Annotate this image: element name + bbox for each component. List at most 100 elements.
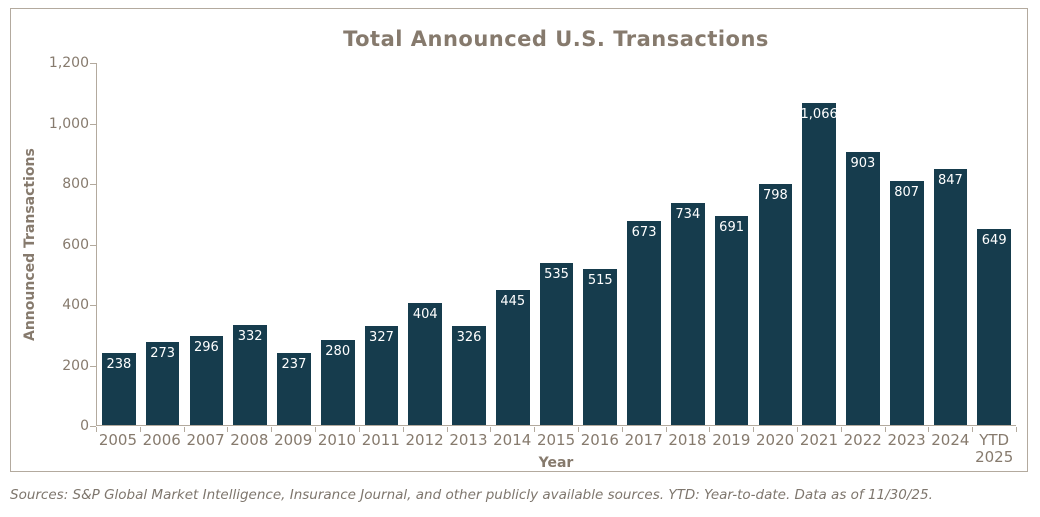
x-tick-label: 2022: [843, 431, 882, 449]
x-tick-label: 2018: [668, 431, 707, 449]
y-tick-label: 800: [62, 176, 89, 192]
x-tick-mark: [709, 427, 711, 432]
bar-value-label: 691: [719, 220, 745, 235]
x-tick-label: 2006: [142, 431, 181, 449]
x-tick-label: 2017: [624, 431, 663, 449]
bar: 649: [977, 228, 1012, 425]
bar: 237: [277, 353, 311, 425]
x-tick-label: 2014: [493, 431, 532, 449]
bar-value-label: 445: [500, 294, 526, 310]
bar: 903: [846, 151, 880, 425]
source-note: Sources: S&P Global Market Intelligence,…: [10, 487, 933, 503]
bar-column: 847: [929, 63, 973, 425]
x-tick-label: 2005: [98, 431, 137, 449]
x-tick-mark: [534, 427, 536, 432]
y-tick-mark: [90, 184, 96, 185]
bar-value-label: 807: [894, 184, 920, 200]
x-tick-mark: [928, 427, 930, 432]
x-tick-mark: [315, 427, 316, 432]
x-axis-labels: 2005 2006 2007 2008 2009 2010 2011 2012 2013 2014…: [96, 432, 1016, 466]
x-tick-mark: [96, 427, 97, 432]
y-tick-mark: [90, 123, 96, 125]
bar-column: 238: [97, 63, 141, 425]
bar-value-label: 404: [412, 306, 438, 322]
bar-value-label: 296: [193, 339, 219, 355]
bar: 807: [889, 180, 924, 425]
chart-frame: Total Announced U.S. Transactions Announ…: [10, 8, 1028, 472]
x-tick-mark: [753, 427, 755, 432]
bar: 798: [758, 183, 793, 425]
bar-column: 273: [141, 63, 185, 425]
bar-column: 327: [360, 63, 404, 425]
y-tick-label: 0: [80, 418, 89, 434]
y-tick-mark: [90, 426, 96, 427]
x-tick-mark: [621, 427, 623, 432]
x-tick-label: 2013: [449, 431, 488, 449]
bar-column: 535: [535, 63, 579, 425]
x-tick-mark: [972, 427, 974, 432]
x-tick-label: 2008: [230, 431, 269, 449]
bar-value-label: 673: [631, 225, 657, 241]
y-tick-label: 1,000: [48, 115, 89, 132]
bar: 280: [320, 340, 355, 425]
bar-column: 673: [622, 63, 666, 425]
bar: 445: [495, 290, 530, 425]
x-tick-label: 2011: [361, 431, 400, 449]
x-tick-mark: [227, 427, 229, 432]
y-tick-mark: [90, 365, 96, 367]
x-tick-mark: [1016, 427, 1017, 432]
bar-value-label: 535: [544, 267, 569, 283]
bar-value-label: 327: [369, 330, 394, 346]
x-tick-label: 2021: [799, 431, 838, 449]
bar: 238: [102, 353, 136, 425]
bar-column: 237: [272, 63, 316, 425]
x-tick-mark: [840, 427, 842, 432]
bar-value-label: 237: [281, 357, 307, 373]
x-tick-mark: [183, 427, 185, 432]
bar: 691: [714, 216, 749, 425]
x-tick-label: 2012: [405, 431, 444, 449]
bar: 327: [364, 326, 399, 425]
chart-title: Total Announced U.S. Transactions: [343, 27, 769, 51]
x-tick-mark: [358, 427, 360, 432]
y-tick-label: 200: [62, 357, 89, 374]
x-tick-label: YTD 2025: [975, 431, 1014, 466]
x-tick-label: 2020: [756, 431, 795, 449]
bar-value-label: 734: [675, 207, 701, 222]
bar-column: 404: [403, 63, 447, 425]
bar: 734: [670, 203, 705, 425]
bar-column: 734: [666, 63, 710, 425]
bar: 296: [189, 335, 224, 425]
bar-value-label: 280: [325, 344, 351, 360]
x-tick-mark: [884, 427, 886, 432]
bar-column: 280: [316, 63, 360, 425]
x-tick-label: 2015: [536, 431, 576, 449]
bar-series: 238 273 296 332 237 280 327 404 326 445 535 515 673 7…: [97, 63, 1016, 425]
x-tick-mark: [446, 427, 448, 432]
bar-column: 296: [185, 63, 229, 425]
bar-value-label: 326: [456, 330, 482, 346]
bar: 1,066: [800, 102, 838, 425]
bar-column: 326: [447, 63, 491, 425]
plot-area: 238 273 296 332 237 280 327 404 326 445 535 515 673 7…: [96, 63, 1016, 426]
bar-column: 1,066: [797, 63, 841, 425]
bar-value-label: 1,066: [800, 106, 838, 122]
x-tick-mark: [797, 427, 798, 432]
bar-column: 445: [491, 63, 535, 425]
bar-column: 332: [228, 63, 272, 425]
x-tick-mark: [271, 427, 273, 432]
y-tick-mark: [90, 244, 96, 246]
bar-column: 798: [753, 63, 797, 425]
x-tick-label: 2024: [931, 431, 970, 449]
x-tick-mark: [402, 427, 404, 432]
x-tick-mark: [490, 427, 492, 432]
bar: 515: [583, 269, 618, 425]
x-tick-label: 2009: [274, 431, 313, 449]
bar-column: 515: [578, 63, 622, 425]
x-axis-title: Year: [538, 455, 574, 471]
y-tick-label: 1,200: [48, 55, 89, 71]
bar-value-label: 903: [850, 155, 876, 171]
x-tick-mark: [665, 427, 667, 432]
y-tick-mark: [90, 63, 96, 64]
